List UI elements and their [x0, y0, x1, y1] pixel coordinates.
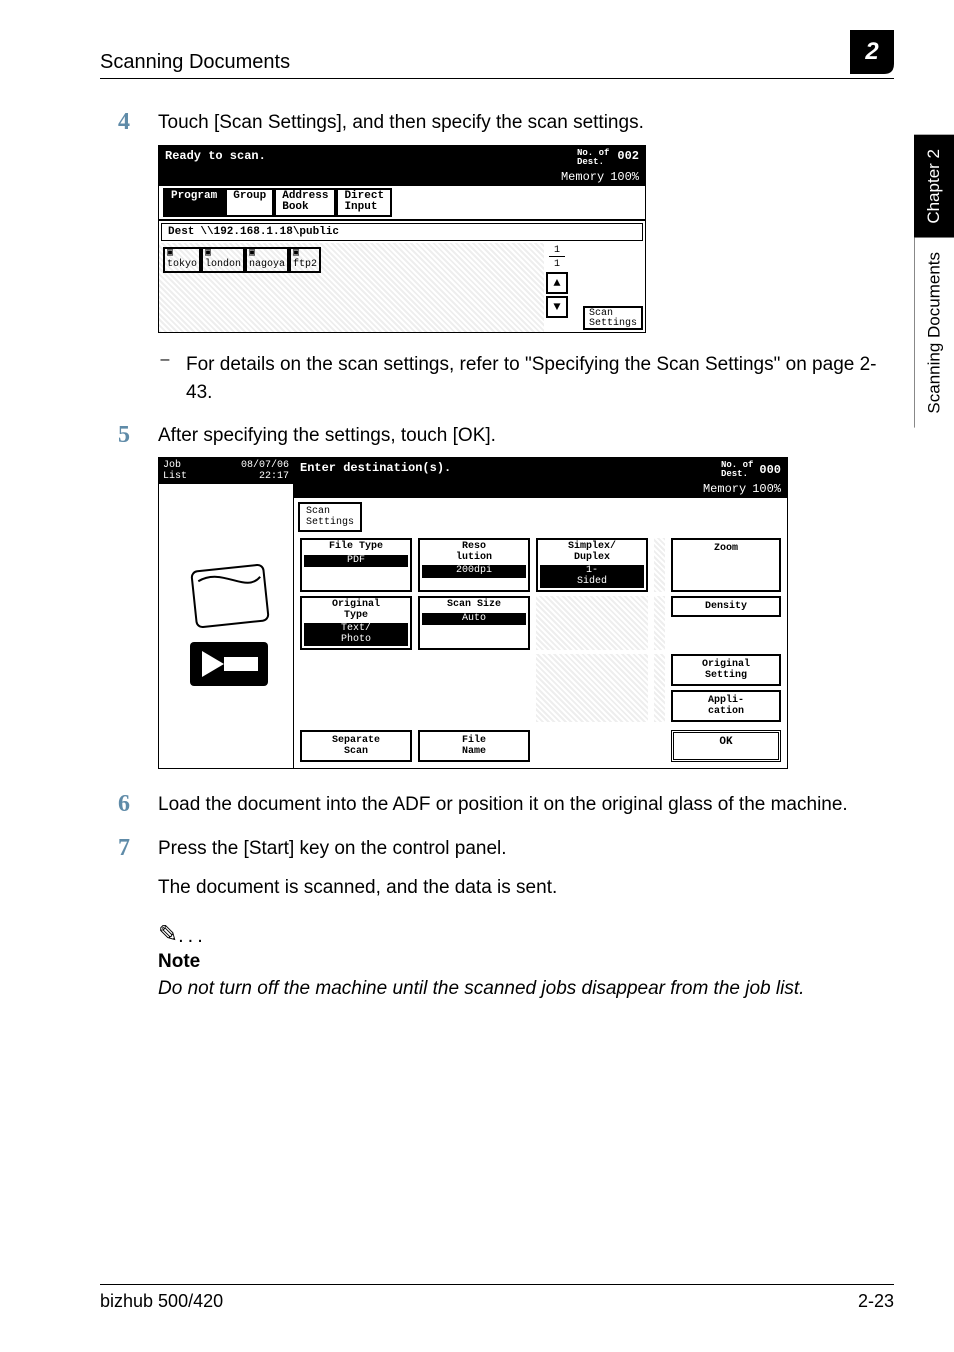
screen2-title: Enter destination(s). [300, 461, 451, 479]
lcd-screenshot-1: Ready to scan. No. of Dest. 002 Memory 1… [158, 145, 646, 333]
scan-settings-label: Scan Settings [298, 502, 362, 532]
dest-label: Dest [168, 226, 194, 238]
dest-chip[interactable]: ▣nagoya [245, 247, 289, 273]
step7-result: The document is scanned, and the data is… [158, 874, 894, 902]
dest-count-label: No. of Dest. [721, 461, 753, 479]
job-list-label: Job List [163, 460, 187, 482]
orientation-graphic [159, 484, 293, 768]
application-button[interactable]: Appli- cation [671, 690, 781, 722]
memory-label: Memory [703, 482, 746, 496]
original-type-button[interactable]: Original Type Text/ Photo [300, 596, 412, 650]
dest-count-label: No. of Dest. [577, 149, 609, 167]
ok-button[interactable]: OK [671, 730, 781, 762]
file-name-button[interactable]: File Name [418, 730, 530, 762]
file-type-button[interactable]: File Type PDF [300, 538, 412, 592]
dest-chip[interactable]: ▣london [201, 247, 245, 273]
density-button[interactable]: Density [671, 596, 781, 617]
dest-value: \\192.168.1.18\public [200, 226, 339, 238]
memory-value: 100% [610, 170, 639, 184]
tab-address-book[interactable]: Address Book [274, 188, 336, 217]
footer-product: bizhub 500/420 [100, 1291, 223, 1312]
dest-count: 002 [617, 149, 639, 167]
step-text: Press the [Start] key on the control pan… [158, 835, 894, 863]
tab-program[interactable]: Program [163, 188, 225, 217]
scroll-up-button[interactable]: ▲ [546, 272, 568, 294]
date-label: 08/07/06 [241, 460, 289, 471]
tab-direct-input[interactable]: Direct Input [336, 188, 392, 217]
dest-chip[interactable]: ▣ftp2 [289, 247, 321, 273]
step-number: 4 [100, 109, 130, 137]
step-number: 7 [100, 835, 130, 863]
tab-group[interactable]: Group [225, 188, 274, 217]
note-body: Do not turn off the machine until the sc… [158, 975, 894, 1003]
step4-detail: For details on the scan settings, refer … [186, 351, 894, 408]
resolution-button[interactable]: Reso lution 200dpi [418, 538, 530, 592]
step-text: After specifying the settings, touch [OK… [158, 422, 894, 450]
zoom-button[interactable]: Zoom [671, 538, 781, 592]
ready-label: Ready to scan. [165, 149, 266, 167]
scan-settings-button[interactable]: Scan Settings [583, 306, 643, 330]
side-tab-section: Scanning Documents [914, 238, 954, 428]
note-icon: ✎... [158, 920, 894, 949]
bullet-dash: – [158, 351, 172, 408]
chapter-number: 2 [850, 30, 894, 74]
page-header-title: Scanning Documents [100, 51, 290, 74]
page-frac-top: 1 [549, 245, 565, 257]
note-title: Note [158, 951, 894, 973]
step-number: 5 [100, 422, 130, 450]
footer-page: 2-23 [858, 1291, 894, 1312]
lcd-screenshot-2: Job List 08/07/06 22:17 [158, 457, 788, 769]
memory-value: 100% [752, 482, 781, 496]
memory-label: Memory [561, 170, 604, 184]
step-text: Touch [Scan Settings], and then specify … [158, 109, 894, 137]
scan-size-button[interactable]: Scan Size Auto [418, 596, 530, 650]
page-frac-bot: 1 [549, 259, 565, 270]
duplex-button[interactable]: Simplex/ Duplex 1- Sided [536, 538, 648, 592]
side-tab: Chapter 2 Scanning Documents [914, 135, 954, 519]
time-label: 22:17 [259, 471, 289, 482]
step-text: Load the document into the ADF or positi… [158, 791, 894, 819]
side-tab-chapter: Chapter 2 [914, 135, 954, 238]
dest-chip[interactable]: ▣tokyo [163, 247, 201, 273]
step-number: 6 [100, 791, 130, 819]
separate-scan-button[interactable]: Separate Scan [300, 730, 412, 762]
original-setting-button[interactable]: Original Setting [671, 654, 781, 686]
chapter-badge: 2 [850, 30, 894, 74]
dest-count: 000 [759, 463, 781, 477]
scroll-down-button[interactable]: ▼ [546, 296, 568, 318]
